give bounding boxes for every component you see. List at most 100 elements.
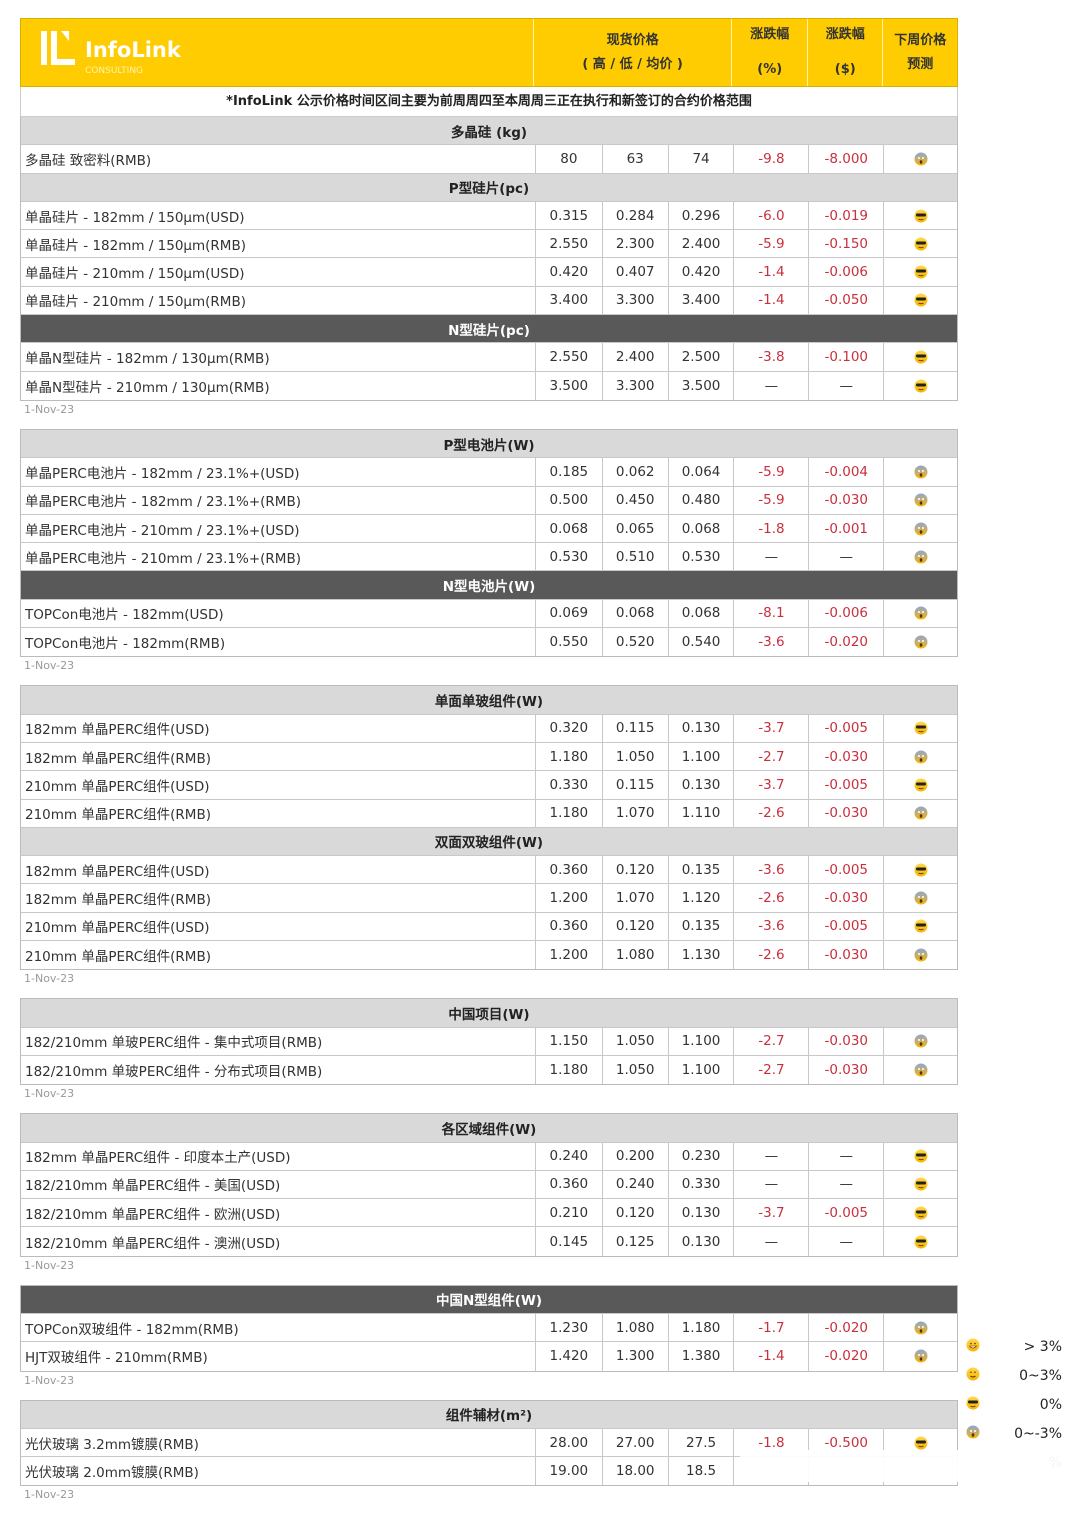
change-pct: -1.4 [733,258,808,286]
table-row: 210mm 单晶PERC组件(USD) 0.330 0.115 0.130 -3.7 -0… [21,771,957,800]
table-row: 单晶硅片 - 182mm / 150μm(USD) 0.315 0.284 0.296… [21,201,957,231]
price-low: 0.120 [601,1199,668,1227]
scream-face-icon [883,1055,957,1085]
price-low: 0.065 [601,514,668,543]
change-pct: -3.8 [733,343,808,371]
product-name: TOPCon电池片 - 182mm(USD) [25,607,224,624]
product-name: 单晶PERC电池片 - 210mm / 23.1%+(RMB) [25,550,301,567]
product-name: 210mm 单晶PERC组件(USD) [25,778,210,795]
table-row: 182/210mm 单晶PERC组件 - 澳洲(USD) 0.145 0.125 0.… [21,1227,957,1256]
scream-face-icon [883,599,957,628]
scream-face-icon [883,1342,957,1371]
table-row: 单晶硅片 - 182mm / 150μm(RMB) 2.550 2.300 2.400… [21,230,957,259]
price-avg: 1.380 [667,1342,734,1371]
price-avg: 27.5 [667,1428,734,1457]
price-low: 0.284 [601,201,668,230]
header-text: ( 高 / 低 / 均价 ) [582,56,683,72]
price-low: 1.050 [601,742,668,771]
price-high: 1.150 [534,1027,602,1055]
price-low: 0.510 [601,543,668,571]
price-high: 0.500 [534,486,602,514]
table-row: TOPCon电池片 - 182mm(RMB) 0.550 0.520 0.540 -3.… [21,628,957,657]
scream-face-icon [883,628,957,657]
change-usd: -0.030 [808,1027,883,1055]
price-high: 1.230 [534,1313,602,1342]
legend-item: > 3% [966,1332,1080,1361]
change-usd: -0.005 [808,856,883,884]
section-header: 中国项目(W) [21,999,957,1028]
product-name: 单晶PERC电池片 - 182mm / 23.1%+(USD) [25,465,300,482]
product-name: 单晶PERC电池片 - 210mm / 23.1%+(USD) [25,522,300,539]
table-row: 182/210mm 单玻PERC组件 - 集中式项目(RMB) 1.150 1.05… [21,1027,957,1056]
price-avg: 0.230 [667,1142,734,1170]
change-pct: -8.1 [733,599,808,628]
obscured-area [740,1450,1080,1482]
scream-face-icon [966,1425,982,1443]
section-header: P型硅片(pc) [21,173,957,202]
change-pct: -5.9 [733,458,808,486]
product-name: 182/210mm 单晶PERC组件 - 澳洲(USD) [25,1235,281,1252]
price-low: 2.300 [601,230,668,258]
change-pct: — [733,1227,808,1256]
price-low: 3.300 [601,286,668,315]
change-pct: — [733,543,808,571]
price-high: 1.200 [534,884,602,912]
table-block: 中国N型组件(W) TOPCon双玻组件 - 182mm(RMB) 1.230 1.0… [20,1284,958,1372]
table-row: 单晶硅片 - 210mm / 150μm(RMB) 3.400 3.300 3.400… [21,286,957,316]
table-row: 210mm 单晶PERC组件(RMB) 1.200 1.080 1.130 -2.6 -0… [21,941,957,970]
change-pct [733,1457,808,1486]
table-block: 组件辅材(m²) 光伏玻璃 3.2mm镀膜(RMB) 28.00 27.00 27.5-… [20,1399,958,1487]
change-pct: -2.6 [733,799,808,827]
change-usd: -0.030 [808,1055,883,1085]
scream-face-icon [883,799,957,827]
sunglasses-face-icon [883,1227,957,1256]
price-high: 2.550 [534,343,602,371]
price-high: 0.330 [534,771,602,799]
legend-label: > 3% [1023,1338,1062,1355]
price-avg: 0.135 [667,912,734,941]
change-pct: -3.6 [733,628,808,657]
table-row: 光伏玻璃 2.0mm镀膜(RMB) 19.00 18.00 18.5 [21,1457,957,1486]
price-avg: 0.068 [667,599,734,628]
forecast-legend: > 3%0~3%0%0~-3%% [966,1332,1080,1477]
price-low: 2.400 [601,343,668,371]
product-name: 光伏玻璃 3.2mm镀膜(RMB) [25,1436,199,1453]
change-pct: — [733,1142,808,1170]
change-usd: -0.020 [808,1342,883,1371]
change-usd: -0.150 [808,230,883,258]
change-pct: -2.7 [733,742,808,771]
price-avg: 3.500 [667,371,734,400]
legend-item: 0~-3% [966,1419,1080,1448]
change-usd: -0.020 [808,1313,883,1342]
section-header: 各区域组件(W) [21,1114,957,1143]
price-avg: 2.500 [667,343,734,371]
change-pct: -5.9 [733,230,808,258]
change-usd: -0.050 [808,286,883,315]
change-usd: -0.030 [808,486,883,514]
price-high: 0.320 [534,714,602,742]
change-usd: -0.006 [808,258,883,286]
change-usd: -0.019 [808,201,883,230]
price-low: 0.115 [601,714,668,742]
change-usd: -0.020 [808,628,883,657]
section-header: 组件辅材(m²) [21,1400,957,1429]
header-text: 下周价格 [894,32,947,48]
price-high: 1.420 [534,1342,602,1371]
date-label: 1-Nov-23 [24,972,75,986]
product-name: 210mm 单晶PERC组件(RMB) [25,949,211,966]
table-body: 多晶硅 (kg) 多晶硅 致密料(RMB) 80 63 74 -9.8 -8.000 P型硅片… [20,117,958,1514]
price-high: 1.180 [534,742,602,771]
price-high: 28.00 [534,1428,602,1457]
sunglasses-face-icon [883,201,957,230]
sunglasses-face-icon [883,258,957,286]
product-name: 光伏玻璃 2.0mm镀膜(RMB) [25,1465,199,1482]
table-row: 单晶PERC电池片 - 182mm / 23.1%+(RMB) 0.500 0.45… [21,486,957,515]
price-avg: 74 [667,145,734,173]
section-header: 多晶硅 (kg) [21,117,957,146]
change-usd: -0.030 [808,884,883,912]
date-label: 1-Nov-23 [24,402,75,416]
price-high: 0.360 [534,856,602,884]
table-row: 182mm 单晶PERC组件(RMB) 1.200 1.070 1.120 -2.6 -0… [21,884,957,913]
date-label: 1-Nov-23 [24,1488,75,1502]
price-avg: 1.180 [667,1313,734,1342]
